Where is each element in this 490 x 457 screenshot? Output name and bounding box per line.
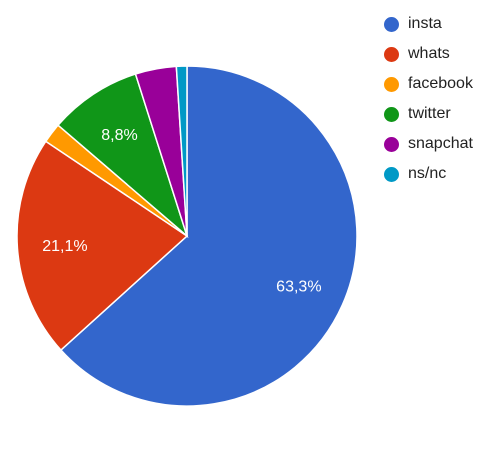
legend-swatch: [384, 166, 399, 182]
legend-item-snapchat: snapchat: [384, 129, 473, 159]
legend-label: twitter: [408, 105, 451, 122]
legend-label: insta: [408, 15, 442, 32]
pie-slice-whats: [16, 140, 189, 352]
data-label-twitter: 8,8%: [101, 127, 137, 144]
legend-item-insta: insta: [384, 9, 473, 39]
legend-item-ns-nc: ns/nc: [384, 159, 473, 189]
legend-item-facebook: facebook: [384, 69, 473, 99]
legend-label: facebook: [408, 75, 473, 92]
legend-swatch: [384, 136, 399, 152]
legend-swatch: [384, 16, 399, 32]
pie-slice-ns-nc: [175, 65, 188, 237]
legend-label: whats: [408, 45, 450, 62]
legend-label: snapchat: [408, 135, 473, 152]
legend-swatch: [384, 106, 399, 122]
legend-item-whats: whats: [384, 39, 473, 69]
pie-slice-insta: [59, 65, 358, 407]
legend-item-twitter: twitter: [384, 99, 473, 129]
data-label-insta: 63,3%: [276, 279, 321, 296]
legend-swatch: [384, 76, 399, 92]
pie-slice-twitter: [57, 73, 189, 239]
data-label-whats: 21,1%: [42, 238, 87, 255]
legend: insta whats facebook twitter snapchat ns/nc: [384, 9, 473, 189]
legend-label: ns/nc: [408, 165, 447, 182]
legend-swatch: [384, 46, 399, 62]
